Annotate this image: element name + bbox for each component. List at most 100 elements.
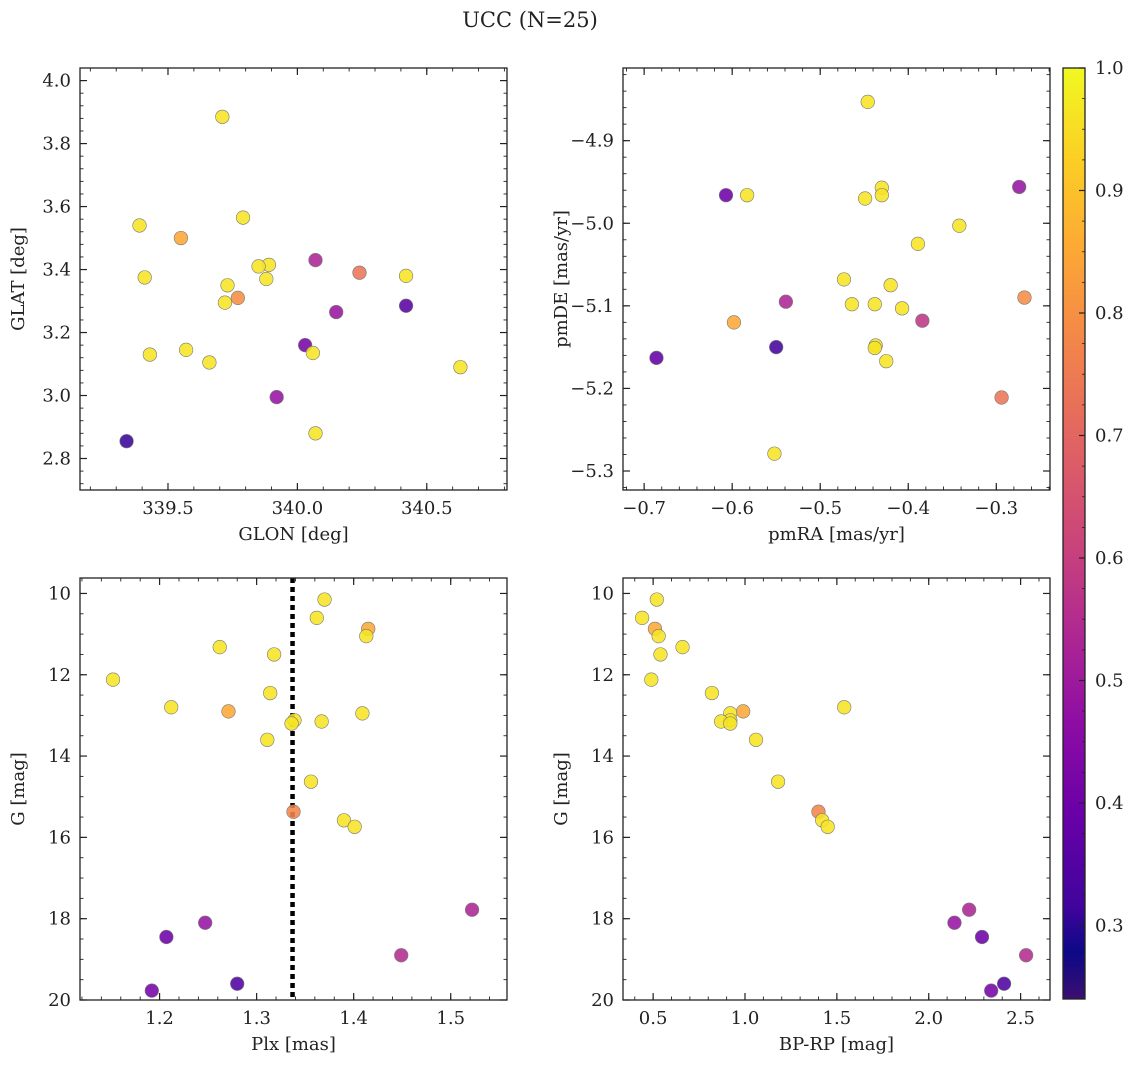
scatter-point	[635, 610, 650, 625]
scatter-point	[653, 647, 668, 662]
x-tick-label: −0.6	[710, 498, 754, 519]
x-tick-label: −0.4	[886, 498, 930, 519]
scatter-point	[317, 592, 332, 607]
scatter-point	[718, 188, 734, 203]
x-tick-label: 1.2	[145, 1008, 174, 1029]
y-tick-label: 20	[591, 990, 614, 1011]
scatter-point	[675, 640, 690, 655]
scatter-point	[860, 94, 875, 109]
x-tick-label: 1.5	[823, 1008, 852, 1029]
colorbar-gradient	[1063, 68, 1085, 999]
x-tick-label: 340.5	[401, 498, 453, 519]
x-tick-label: 339.5	[142, 498, 194, 519]
x-tick-label: 2.0	[914, 1008, 943, 1029]
y-tick-label: 3.0	[42, 386, 71, 407]
scatter-point	[142, 347, 157, 362]
scatter-point	[820, 819, 835, 834]
scatter-point	[649, 350, 664, 365]
scatter-point	[347, 819, 362, 834]
colorbar-tick-label: 0.4	[1095, 793, 1124, 814]
scatter-point	[910, 236, 926, 252]
y-tick-label: 3.6	[42, 197, 71, 218]
scatter-point	[336, 813, 352, 828]
x-axis-label: GLON [deg]	[238, 524, 348, 545]
scatter-point	[915, 313, 930, 328]
axes-frame	[622, 67, 1051, 491]
scatter-point	[251, 259, 266, 274]
scatter-point	[308, 426, 323, 441]
scatter-point	[879, 354, 894, 369]
y-tick-label: 4.0	[42, 71, 71, 92]
colorbar-tick-label: 0.6	[1095, 548, 1124, 569]
x-axis-label: Plx [mas]	[251, 1034, 336, 1055]
scatter-point	[736, 704, 751, 719]
y-tick-label: 18	[591, 909, 614, 930]
scatter-point	[947, 915, 962, 930]
scatter-point	[144, 983, 159, 998]
y-tick-label: 3.2	[42, 323, 71, 344]
scatter-point	[894, 301, 910, 316]
scatter-point	[649, 592, 664, 607]
scatter-point	[220, 278, 235, 293]
scatter-point	[359, 629, 374, 644]
colorbar-frame	[1062, 67, 1086, 1000]
x-tick-label: −0.7	[622, 498, 666, 519]
data-points	[119, 109, 468, 449]
figure-title: UCC (N=25)	[462, 8, 598, 32]
scatter-point	[230, 976, 245, 991]
y-tick-label: 10	[591, 583, 614, 604]
scatter-point	[212, 640, 227, 655]
colorbar-tick-label: 0.8	[1095, 303, 1124, 324]
scatter-point	[263, 685, 278, 701]
y-tick-label: 18	[48, 909, 71, 930]
scatter-point	[874, 188, 889, 203]
y-tick-label: 20	[48, 990, 71, 1011]
scatter-point	[996, 976, 1012, 991]
panel-4: 0.5 1.0 1.5 2.0 2.5 10 12 14 16 18 20 BP-RP [mag] G …	[551, 577, 1051, 1055]
scatter-point	[159, 929, 174, 945]
scatter-point	[837, 700, 852, 715]
axes-frame	[79, 67, 508, 491]
x-tick-label: 1.5	[436, 1008, 465, 1029]
scatter-point	[314, 714, 329, 729]
y-tick-label: 3.4	[42, 260, 71, 281]
scatter-point	[1019, 948, 1034, 963]
x-axis-label: BP-RP [mag]	[779, 1034, 894, 1055]
panel-2: −0.7 −0.6 −0.5 −0.4 −0.3 −5.3 −5.2 −5.1 −5.0 −4.9…	[551, 67, 1051, 545]
scatter-point	[309, 610, 324, 625]
y-axis-label: G [mag]	[551, 752, 572, 825]
colorbar-tick-label: 0.3	[1095, 916, 1124, 937]
y-axis-label: GLAT [deg]	[8, 227, 29, 331]
axes-frame	[79, 577, 508, 1001]
scatter-point	[962, 902, 977, 917]
y-tick-label: 10	[48, 583, 71, 604]
scatter-point	[303, 774, 319, 789]
y-tick-label: 3.8	[42, 134, 71, 155]
panel-1: 339.5 340.0 340.5 2.8 3.0 3.2 3.4 3.6 3.8 4.0 GLON…	[8, 67, 508, 545]
y-tick-label: 14	[591, 746, 614, 767]
y-tick-label: 12	[48, 665, 71, 686]
scatter-point	[767, 446, 782, 461]
data-points	[649, 94, 1032, 461]
scatter-point	[651, 629, 666, 644]
colorbar-tick-label: 1.0	[1095, 58, 1124, 79]
scatter-point	[269, 389, 284, 405]
y-tick-label: −5.1	[570, 296, 614, 317]
scatter-point	[398, 268, 414, 283]
scatter-point	[723, 716, 738, 731]
scatter-point	[464, 902, 480, 917]
y-tick-label: −5.2	[570, 378, 614, 399]
y-tick-label: −5.3	[570, 461, 614, 482]
scatter-point	[952, 218, 967, 233]
scatter-point	[704, 685, 720, 701]
y-axis-label: pmDE [mas/yr]	[551, 210, 572, 348]
scatter-point	[770, 774, 786, 789]
scatter-point	[198, 915, 213, 930]
scatter-point	[329, 304, 344, 320]
y-tick-label: 12	[591, 665, 614, 686]
scatter-point	[748, 732, 764, 747]
scatter-point	[284, 716, 299, 731]
scatter-point	[132, 218, 147, 233]
x-tick-label: 1.3	[242, 1008, 271, 1029]
